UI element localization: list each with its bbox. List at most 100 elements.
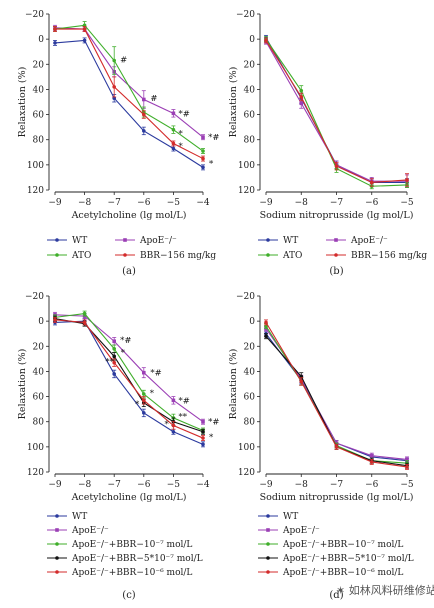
y-axis-label: Relaxation (%) — [228, 349, 239, 420]
data-point — [201, 419, 205, 424]
series-5 — [264, 319, 409, 470]
x-tick-label: −8 — [295, 198, 309, 208]
x-tick-label: −9 — [259, 480, 273, 490]
significance-mark: * — [178, 129, 183, 139]
legend-label: ATO — [71, 251, 91, 261]
data-point — [112, 85, 116, 89]
significance-mark: * — [165, 420, 170, 430]
y-tick-label: 40 — [244, 85, 256, 95]
significance-mark: * — [121, 349, 126, 359]
data-point — [264, 320, 268, 325]
legend-label: ApoE⁻/⁻+BBR−5*10⁻⁷ mol/L — [282, 554, 414, 564]
data-point — [369, 453, 374, 458]
y-tick-label: 0 — [249, 35, 255, 45]
significance-mark: # — [120, 55, 127, 65]
y-tick-label: −20 — [25, 10, 44, 20]
series-line — [54, 39, 204, 168]
legend-marker — [334, 238, 338, 242]
legend-marker — [266, 528, 270, 532]
y-tick-label: 100 — [238, 443, 255, 453]
y-tick-label: 80 — [33, 136, 45, 146]
significance-mark: *# — [178, 396, 189, 406]
significance-mark: ** — [105, 357, 114, 367]
y-tick-label: 80 — [244, 136, 256, 146]
legend-marker — [266, 570, 270, 574]
y-tick-label: 60 — [244, 393, 256, 403]
legend-marker — [266, 238, 270, 242]
data-point — [82, 38, 87, 43]
significance-mark: * — [178, 142, 183, 152]
legend-marker — [55, 528, 59, 532]
y-axis-label: Relaxation (%) — [17, 67, 28, 138]
legend-label: ApoE⁻/⁻ — [282, 526, 320, 536]
significance-mark: * — [209, 160, 214, 170]
x-tick-label: −5 — [167, 480, 181, 490]
y-tick-label: 100 — [27, 443, 44, 453]
data-point — [112, 354, 116, 359]
legend-marker — [123, 238, 127, 242]
data-point — [142, 370, 146, 375]
panel-label: (b) — [329, 266, 343, 277]
legend-marker — [55, 514, 59, 518]
data-point — [142, 97, 146, 102]
y-tick-label: 0 — [38, 35, 44, 45]
data-point — [112, 360, 116, 365]
y-tick-label: 0 — [249, 317, 255, 327]
series-2 — [53, 311, 205, 425]
panel-c: −20 0 20 40 60 80 100 120 −9 −8 −7 −6 −5 −4 Acetylchol… — [17, 292, 219, 601]
x-tick-label: −8 — [295, 480, 309, 490]
data-point — [171, 127, 176, 132]
legend-label: ATO — [282, 251, 302, 261]
data-point — [299, 101, 304, 106]
data-point — [82, 27, 87, 31]
data-point — [171, 423, 176, 428]
y-tick-label: −20 — [236, 292, 255, 302]
x-tick-label: −6 — [365, 198, 379, 208]
data-point — [299, 95, 304, 99]
y-tick-label: 120 — [27, 186, 44, 196]
data-point — [334, 445, 339, 449]
data-point — [299, 379, 304, 384]
y-tick-label: 20 — [244, 60, 256, 70]
x-tick-label: −7 — [330, 198, 344, 208]
data-point — [53, 41, 57, 45]
legend-label: WT — [72, 236, 87, 246]
panel-label: (d) — [329, 590, 343, 601]
series-1 — [53, 37, 205, 171]
y-tick-label: −20 — [25, 292, 44, 302]
x-axis-label: Sodium nitroprusside (lg mol/L) — [260, 492, 414, 503]
data-point — [112, 347, 116, 351]
series-2 — [264, 325, 409, 463]
legend-marker — [266, 542, 270, 546]
y-tick-label: 20 — [33, 60, 45, 70]
series-5 — [53, 316, 205, 441]
x-tick-label: −5 — [400, 480, 414, 490]
series-4 — [53, 26, 205, 162]
data-point — [201, 149, 205, 153]
x-tick-label: −5 — [167, 198, 181, 208]
y-tick-label: 20 — [33, 342, 45, 352]
legend-marker — [266, 556, 270, 560]
legend-label: ApoE⁻/⁻ — [71, 526, 109, 536]
data-point — [264, 334, 268, 339]
x-axis-label: Acetylcholine (lg mol/L) — [71, 492, 187, 503]
legend-label: WT — [283, 512, 298, 522]
y-tick-label: 60 — [244, 111, 256, 121]
legend-label: WT — [72, 512, 87, 522]
x-tick-label: −8 — [78, 198, 92, 208]
legend-label: BBR−156 mg/kg — [140, 251, 216, 261]
y-tick-label: 100 — [27, 161, 44, 171]
y-tick-label: 120 — [238, 186, 255, 196]
panel-d: −20 0 20 40 60 80 100 120 −9 −8 −7 −6 −5 Sodium nitro… — [228, 292, 414, 601]
data-point — [171, 111, 176, 116]
significance-mark: *# — [208, 418, 219, 428]
x-tick-label: −6 — [365, 480, 379, 490]
legend-marker — [55, 253, 59, 257]
panel-b: −20 0 20 40 60 80 100 120 −9 −8 −7 −6 −5 Sodium nitro… — [228, 10, 427, 277]
legend-marker — [266, 253, 270, 257]
data-point — [405, 465, 409, 469]
data-point — [171, 429, 176, 434]
data-point — [82, 311, 87, 316]
data-point — [112, 339, 116, 344]
